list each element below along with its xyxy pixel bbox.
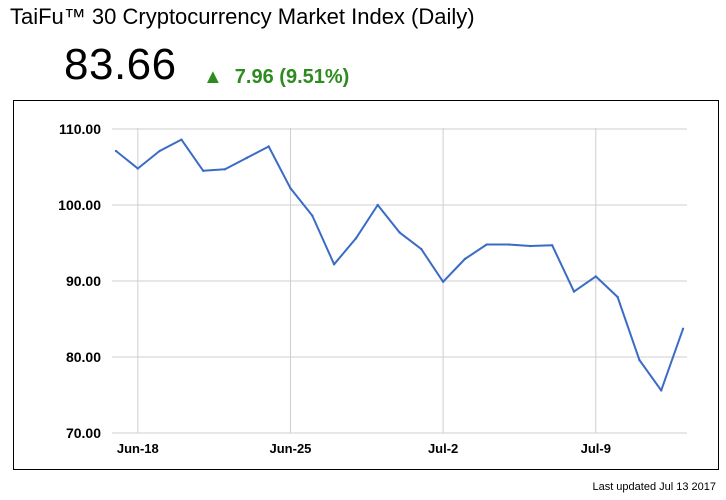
data-point [114,149,118,153]
data-point [158,149,161,153]
up-arrow-icon: ▲ [203,66,223,88]
chart-frame [13,100,719,470]
x-tick-label: Jul-9 [581,441,611,456]
series [114,138,685,392]
data-point [267,145,270,148]
chart-title: TaiFu™ 30 Cryptocurrency Market Index (D… [10,4,475,29]
data-point [441,280,445,283]
data-point [550,244,554,247]
change-value: 7.96 (9.51%) [234,66,350,88]
x-axis: Jun-18 Jun-25 Jul-2 Jul-9 [117,441,611,456]
data-point [463,257,467,261]
series-line [115,138,684,392]
y-tick-label: 80.00 [66,349,101,365]
data-point [180,138,183,141]
data-point [594,275,597,278]
data-point [507,243,510,246]
y-tick-label: 90.00 [66,273,101,289]
data-point [659,389,663,392]
data-point [332,263,336,266]
data-point [376,203,379,207]
x-tick-label: Jul-2 [428,441,458,456]
data-point [223,168,227,171]
data-point [529,244,532,248]
data-point [136,167,140,170]
data-point [311,214,314,217]
data-point [616,295,619,299]
data-point [354,237,358,240]
data-point [638,358,641,362]
x-tick-label: Jun-25 [270,441,312,456]
y-tick-label: 70.00 [66,425,101,441]
data-point [398,231,401,234]
y-tick-label: 110.00 [59,121,101,137]
data-point [485,243,488,246]
y-tick-label: 100.00 [58,197,101,213]
data-point [289,187,292,190]
data-point [681,327,685,331]
data-point [245,156,249,160]
price-change: ▲ 7.96 (9.51%) [203,66,349,89]
x-tick-label: Jun-18 [117,441,159,456]
current-price: 83.66 [64,40,177,89]
data-point [572,290,576,293]
data-point [202,169,205,172]
y-axis: 110.00 100.00 90.00 80.00 70.00 [58,121,101,441]
last-updated: Last updated Jul 13 2017 [592,481,716,493]
data-point [420,247,423,251]
